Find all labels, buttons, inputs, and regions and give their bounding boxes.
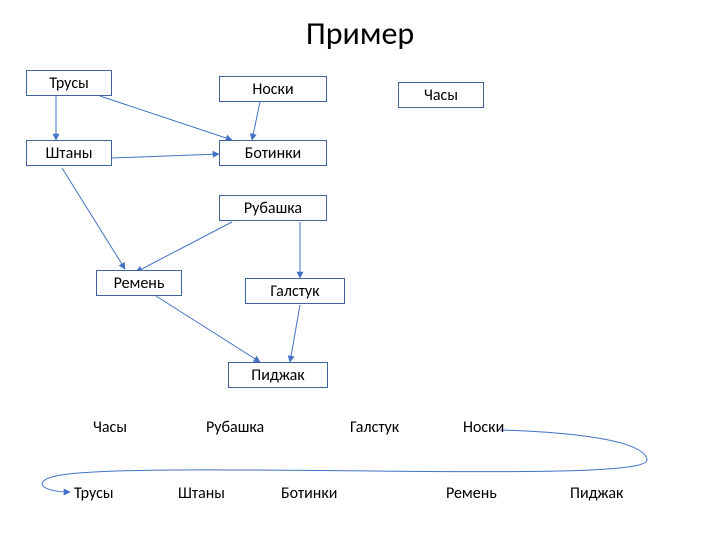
edge xyxy=(112,154,219,158)
node-rubashka: Рубашка xyxy=(219,195,327,221)
edge xyxy=(100,96,232,140)
list-row1-label: Галстук xyxy=(350,418,399,437)
edge xyxy=(252,102,260,140)
list-connector xyxy=(42,430,647,492)
list-row2-label: Пиджак xyxy=(570,484,623,503)
edge xyxy=(136,222,232,272)
edge xyxy=(62,168,125,269)
node-noski: Носки xyxy=(219,76,327,102)
edge xyxy=(290,305,300,362)
node-botinki: Ботинки xyxy=(219,140,327,166)
node-pidzhak: Пиджак xyxy=(228,362,328,388)
node-chasy: Часы xyxy=(398,82,484,108)
node-galstuk: Галстук xyxy=(245,278,345,304)
node-remen: Ремень xyxy=(96,270,182,296)
node-trusy: Трусы xyxy=(26,70,112,96)
list-row2-label: Ремень xyxy=(446,484,497,503)
page-title: Пример xyxy=(0,14,720,53)
list-row2-label: Ботинки xyxy=(281,484,337,503)
node-shtany: Штаны xyxy=(26,140,112,166)
list-row1-label: Рубашка xyxy=(206,418,264,437)
list-row1-label: Носки xyxy=(463,418,504,437)
list-row2-label: Трусы xyxy=(74,484,114,503)
list-row2-label: Штаны xyxy=(178,484,225,503)
list-row1-label: Часы xyxy=(93,418,127,437)
edge xyxy=(156,296,260,362)
